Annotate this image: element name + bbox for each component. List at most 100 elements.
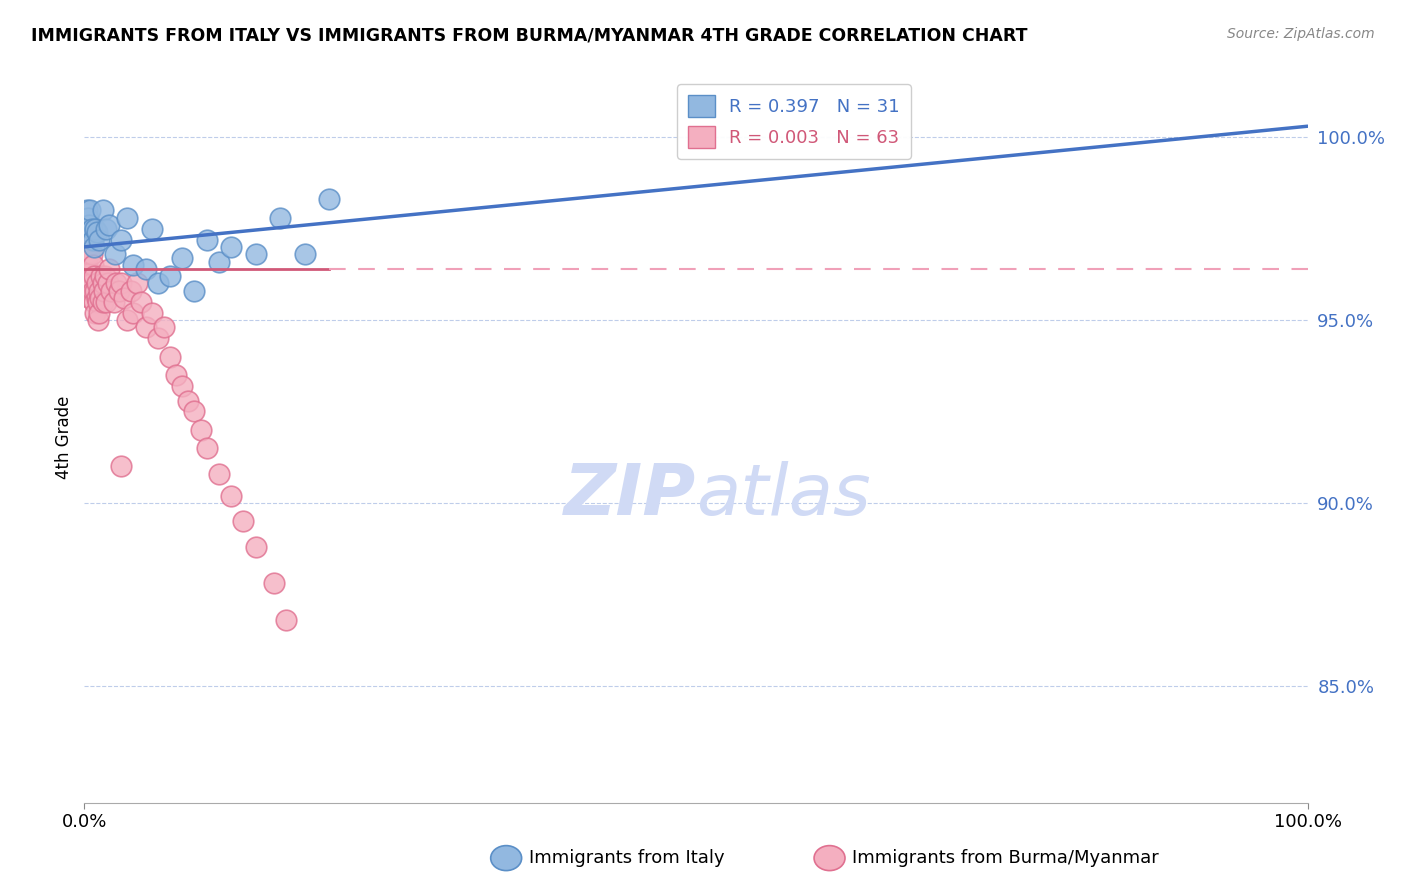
Point xyxy=(77,269,100,284)
Text: IMMIGRANTS FROM ITALY VS IMMIGRANTS FROM BURMA/MYANMAR 4TH GRADE CORRELATION CHA: IMMIGRANTS FROM ITALY VS IMMIGRANTS FROM… xyxy=(31,27,1028,45)
Point xyxy=(135,320,157,334)
Point xyxy=(89,291,111,305)
Point xyxy=(87,313,110,327)
Point xyxy=(110,459,132,474)
Point xyxy=(263,576,285,591)
Point xyxy=(77,240,100,254)
Point xyxy=(96,221,118,235)
Point xyxy=(122,258,145,272)
Point xyxy=(120,284,142,298)
Point xyxy=(87,294,110,309)
Point xyxy=(219,489,242,503)
Point xyxy=(75,221,97,235)
Point xyxy=(80,221,103,235)
Point xyxy=(84,284,107,298)
Point xyxy=(82,258,104,272)
Point xyxy=(91,277,114,291)
Point xyxy=(159,350,181,364)
Point xyxy=(87,306,110,320)
Point xyxy=(83,269,105,284)
Point xyxy=(219,240,242,254)
Point xyxy=(159,269,181,284)
Point xyxy=(146,277,169,291)
Point xyxy=(76,258,98,272)
Point xyxy=(103,294,125,309)
Point xyxy=(79,203,101,218)
Point xyxy=(294,247,316,261)
Point xyxy=(96,294,118,309)
Point xyxy=(245,540,267,554)
Point xyxy=(77,277,100,291)
Point xyxy=(100,284,122,298)
Point xyxy=(86,291,108,305)
Point xyxy=(79,291,101,305)
Point xyxy=(97,261,120,276)
Point xyxy=(87,233,110,247)
Point xyxy=(110,233,132,247)
Point xyxy=(165,368,187,382)
Point xyxy=(190,423,212,437)
Point xyxy=(129,294,152,309)
Point xyxy=(77,211,100,225)
Point xyxy=(76,233,98,247)
Point xyxy=(141,306,163,320)
Point xyxy=(125,277,148,291)
Point xyxy=(232,514,254,528)
Point xyxy=(79,225,101,239)
Point xyxy=(79,233,101,247)
Point xyxy=(90,269,112,284)
Point xyxy=(94,269,117,284)
Point xyxy=(146,331,169,345)
Point xyxy=(141,221,163,235)
Point xyxy=(122,306,145,320)
Point xyxy=(80,277,103,291)
Point xyxy=(77,247,100,261)
Point xyxy=(172,251,194,265)
Point xyxy=(84,306,107,320)
Point xyxy=(112,291,135,305)
Point xyxy=(177,393,200,408)
Point xyxy=(84,221,107,235)
Point xyxy=(93,284,115,298)
Point xyxy=(86,277,108,291)
Y-axis label: 4th Grade: 4th Grade xyxy=(55,395,73,479)
Text: atlas: atlas xyxy=(696,461,870,530)
Point xyxy=(153,320,176,334)
Point xyxy=(110,277,132,291)
Point xyxy=(318,193,340,207)
Text: ZIP: ZIP xyxy=(564,461,696,530)
Point xyxy=(97,277,120,291)
Point xyxy=(115,313,138,327)
Point xyxy=(269,211,291,225)
Point xyxy=(115,211,138,225)
Point xyxy=(183,404,205,418)
Point xyxy=(208,254,231,268)
Point xyxy=(83,240,105,254)
Point xyxy=(83,294,105,309)
Point xyxy=(135,261,157,276)
Legend: R = 0.397   N = 31, R = 0.003   N = 63: R = 0.397 N = 31, R = 0.003 N = 63 xyxy=(676,84,911,159)
Text: Immigrants from Italy: Immigrants from Italy xyxy=(529,849,724,867)
Point xyxy=(276,613,298,627)
Point xyxy=(76,203,98,218)
Text: Immigrants from Burma/Myanmar: Immigrants from Burma/Myanmar xyxy=(852,849,1159,867)
Point xyxy=(183,284,205,298)
Point xyxy=(91,203,114,218)
Point xyxy=(79,266,101,280)
Point xyxy=(195,441,218,455)
Point xyxy=(104,247,127,261)
Text: Source: ZipAtlas.com: Source: ZipAtlas.com xyxy=(1227,27,1375,41)
Point xyxy=(172,379,194,393)
Point xyxy=(82,233,104,247)
Point xyxy=(208,467,231,481)
Point xyxy=(82,284,104,298)
Point xyxy=(87,284,110,298)
Point xyxy=(77,218,100,232)
Point xyxy=(75,247,97,261)
Point xyxy=(86,225,108,239)
Point xyxy=(91,294,114,309)
Point xyxy=(80,247,103,261)
Point xyxy=(97,218,120,232)
Point xyxy=(107,284,129,298)
Point xyxy=(105,277,128,291)
